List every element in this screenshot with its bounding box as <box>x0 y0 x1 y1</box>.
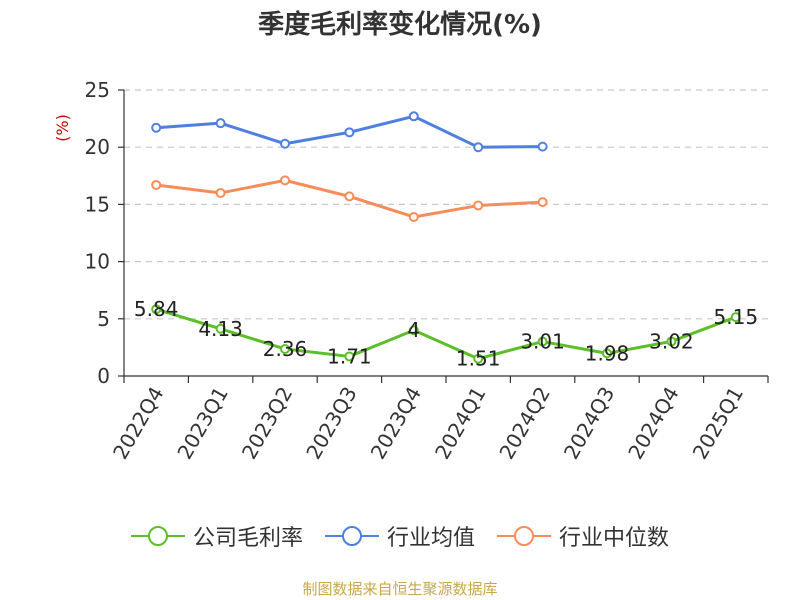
data-point <box>602 348 612 359</box>
data-point <box>344 127 355 138</box>
data-point <box>537 336 548 347</box>
x-tick-label: 2023Q1 <box>172 383 232 464</box>
y-tick-label: 5 <box>97 307 110 331</box>
x-tick-label: 2025Q1 <box>688 383 748 464</box>
x-tick-label: 2024Q2 <box>494 383 554 464</box>
data-label: 4 <box>407 318 420 342</box>
legend: 公司毛利率 行业均值 行业中位数 <box>0 520 800 552</box>
legend-dot <box>147 526 168 546</box>
legend-marker-icon <box>324 526 379 546</box>
data-point <box>666 336 677 347</box>
data-point <box>473 142 484 153</box>
data-point <box>215 187 226 198</box>
legend-marker-icon <box>497 526 551 546</box>
data-point <box>280 175 290 186</box>
data-point <box>537 197 548 208</box>
data-label: 1.51 <box>456 347 501 371</box>
data-label: 4.13 <box>198 317 243 341</box>
data-point <box>408 211 419 222</box>
data-label: 3.01 <box>520 330 565 354</box>
data-label: 5.15 <box>714 305 759 329</box>
legend-label: 公司毛利率 <box>192 526 303 551</box>
x-tick-label: 2023Q4 <box>366 383 426 464</box>
data-point <box>151 304 162 315</box>
source-note: 制图数据来自恒生聚源数据库 <box>302 580 498 598</box>
x-tick-label: 2023Q3 <box>301 383 361 464</box>
data-point <box>215 323 226 334</box>
chart-title: 季度毛利率变化情况(%) <box>258 10 542 40</box>
data-point <box>473 200 484 211</box>
x-tick-label: 2024Q4 <box>623 383 683 464</box>
data-point <box>730 312 741 323</box>
y-axis-unit-label: (%) <box>53 114 72 142</box>
y-tick-label: 20 <box>85 135 110 159</box>
x-tick-label: 2023Q2 <box>237 383 297 464</box>
x-tick-label: 2022Q4 <box>108 383 168 464</box>
data-point <box>344 351 355 362</box>
data-label: 3.02 <box>649 329 694 353</box>
data-label: 5.84 <box>134 297 179 321</box>
y-tick-label: 25 <box>85 78 110 102</box>
data-point <box>151 179 162 190</box>
data-label: 1.98 <box>585 341 630 365</box>
data-point <box>280 138 290 149</box>
y-tick-label: 15 <box>85 192 110 216</box>
y-tick-label: 0 <box>97 364 110 388</box>
legend-label: 行业均值 <box>386 526 475 551</box>
legend-dot <box>341 526 362 546</box>
legend-marker-icon <box>130 526 185 546</box>
legend-label: 行业中位数 <box>559 526 670 551</box>
data-point <box>215 118 226 129</box>
legend-item[interactable]: 行业均值 <box>324 520 475 552</box>
x-tick-label: 2024Q1 <box>430 383 490 464</box>
legend-item[interactable]: 行业中位数 <box>497 520 669 552</box>
data-point <box>537 141 548 152</box>
data-point <box>151 122 162 133</box>
x-tick-label: 2024Q3 <box>559 383 619 464</box>
legend-dot <box>514 526 534 546</box>
data-point <box>473 353 484 364</box>
series-line <box>155 307 737 361</box>
data-point <box>344 191 355 202</box>
data-point <box>408 111 419 122</box>
data-point <box>280 344 290 355</box>
data-label: 1.71 <box>327 344 372 368</box>
data-point <box>408 325 419 336</box>
data-label: 2.36 <box>263 337 308 361</box>
y-tick-label: 10 <box>85 250 110 274</box>
legend-item[interactable]: 公司毛利率 <box>130 520 303 552</box>
